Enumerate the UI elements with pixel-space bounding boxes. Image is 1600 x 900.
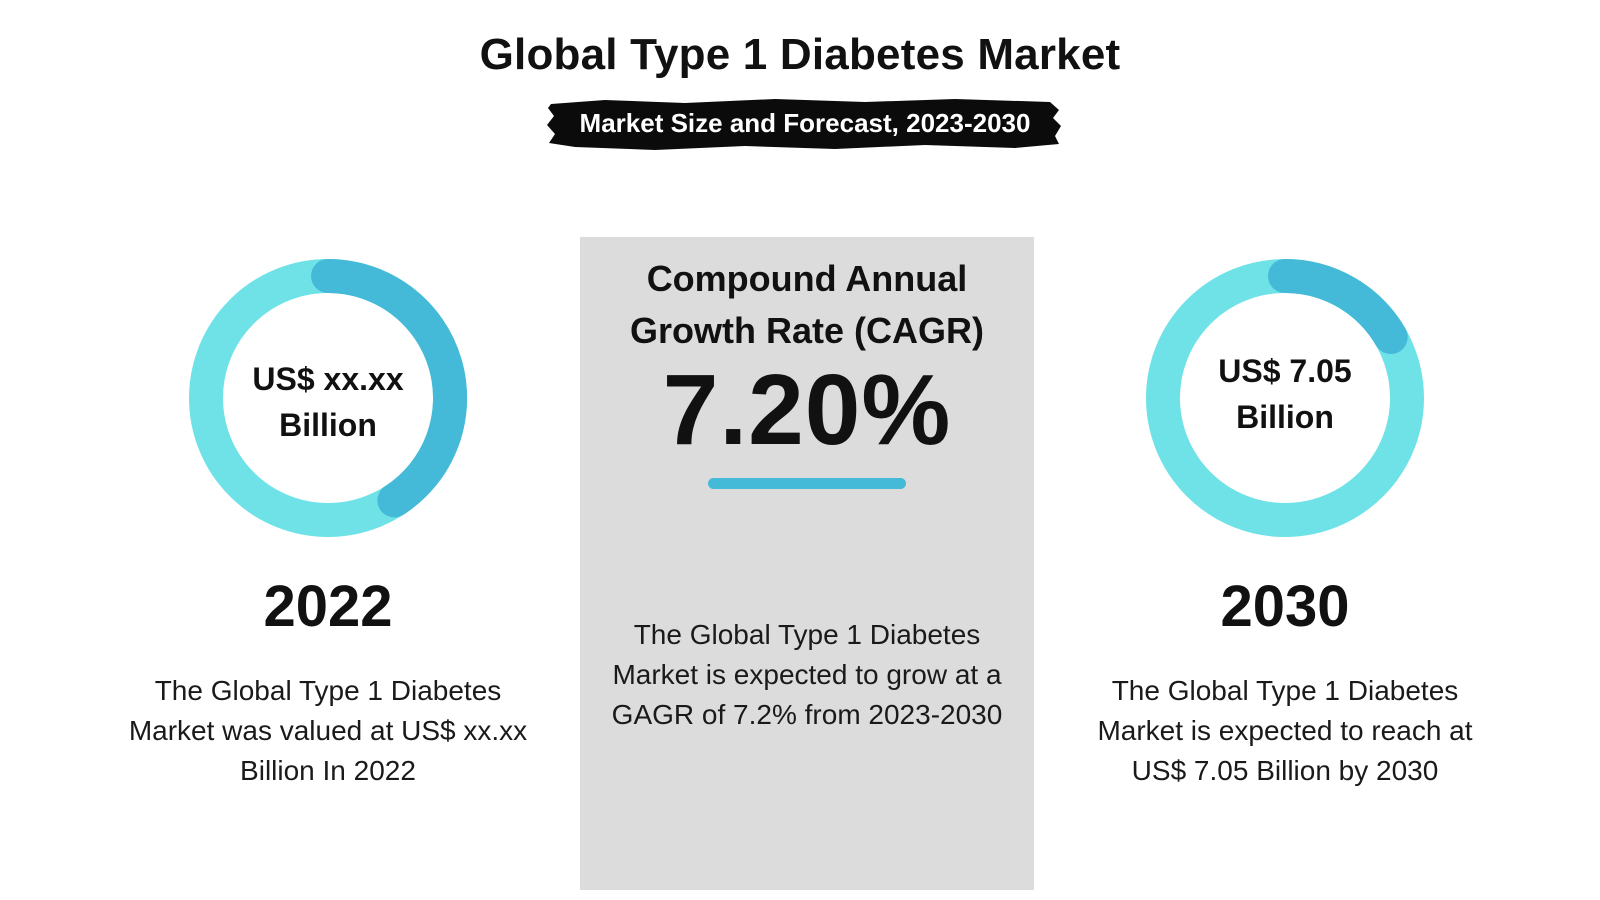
cagr-label-line: Compound Annual <box>646 258 968 299</box>
cagr-value: 7.20% <box>662 354 952 466</box>
page-title: Global Type 1 Diabetes Market <box>479 30 1121 79</box>
desc-line: Market is expected to reach at <box>1097 715 1473 746</box>
subtitle-banner: Market Size and Forecast, 2023-2030 <box>545 96 1065 152</box>
ring-arc <box>311 259 468 518</box>
cagr-underline <box>708 478 906 489</box>
desc-line: The Global Type 1 Diabetes <box>633 619 981 650</box>
cagr-label: Compound Annual Growth Rate (CAGR) <box>580 253 1034 357</box>
desc-line: The Global Type 1 Diabetes <box>1111 675 1459 706</box>
ring-value-2030: US$ 7.05 Billion <box>1175 348 1395 440</box>
ring-value-amount: US$ xx.xx <box>252 361 404 397</box>
brush-stroke-background <box>547 99 1061 150</box>
year-2030: 2030 <box>1220 574 1350 639</box>
desc-line: The Global Type 1 Diabetes <box>154 675 502 706</box>
desc-line: GAGR of 7.2% from 2023-2030 <box>611 699 1003 730</box>
desc-2022: The Global Type 1 Diabetes Market was va… <box>98 671 558 791</box>
ring-value-2022: US$ xx.xx Billion <box>218 356 438 448</box>
ring-value-unit: Billion <box>279 407 377 443</box>
ring-value-unit: Billion <box>1236 399 1334 435</box>
cagr-label-line: Growth Rate (CAGR) <box>630 310 984 351</box>
market-2030-ring: US$ 7.05 Billion <box>1145 258 1425 538</box>
desc-line: Billion In 2022 <box>240 755 416 786</box>
donut-chart-2022 <box>189 259 468 537</box>
desc-line: Market was valued at US$ xx.xx <box>128 715 528 746</box>
market-2022-ring: US$ xx.xx Billion <box>188 258 468 538</box>
desc-2030: The Global Type 1 Diabetes Market is exp… <box>1055 671 1515 791</box>
cagr-description: The Global Type 1 Diabetes Market is exp… <box>580 615 1034 735</box>
subtitle: Market Size and Forecast, 2023-2030 <box>579 108 1031 138</box>
ring-arc <box>1268 259 1408 354</box>
desc-line: Market is expected to grow at a <box>612 659 1002 690</box>
ring-value-amount: US$ 7.05 <box>1218 353 1352 389</box>
donut-chart-2030 <box>1146 259 1424 537</box>
cagr-panel: Compound Annual Growth Rate (CAGR) 7.20%… <box>580 237 1034 890</box>
desc-line: US$ 7.05 Billion by 2030 <box>1131 755 1439 786</box>
year-2022: 2022 <box>263 574 393 639</box>
